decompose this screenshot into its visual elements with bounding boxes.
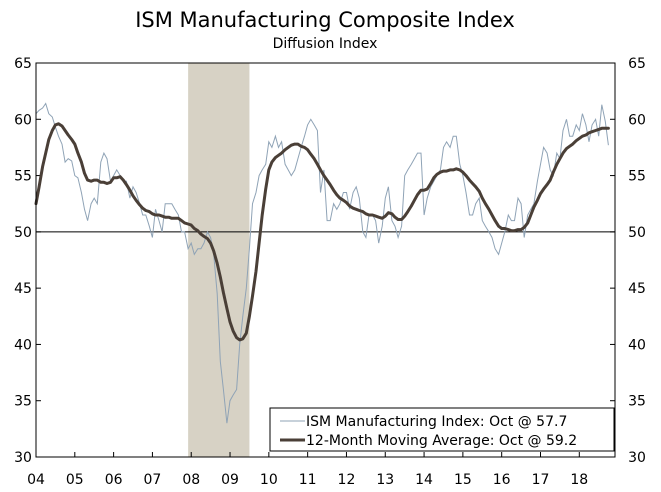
y-tick-label-right-55: 55 (628, 169, 646, 185)
x-tick-label-07: 07 (144, 472, 162, 488)
plot-frame (35, 62, 616, 458)
axis-ticks (35, 62, 615, 458)
y-tick-label-left-35: 35 (14, 394, 32, 410)
x-tick-label-17: 17 (532, 472, 550, 488)
x-tick-label-05: 05 (66, 472, 84, 488)
y-tick-label-left-55: 55 (14, 169, 32, 185)
x-tick-label-16: 16 (493, 472, 511, 488)
x-tick-label-09: 09 (221, 472, 239, 488)
x-tick-label-18: 18 (570, 472, 588, 488)
series-moving-average-line (34, 122, 610, 342)
x-tick-label-14: 14 (415, 472, 433, 488)
x-tick-label-12: 12 (338, 472, 356, 488)
x-tick-label-15: 15 (454, 472, 472, 488)
y-tick-label-right-65: 65 (628, 56, 646, 72)
y-tick-label-right-40: 40 (628, 337, 646, 353)
x-tick-label-13: 13 (376, 472, 394, 488)
y-tick-label-left-40: 40 (14, 337, 32, 353)
y-tick-label-right-45: 45 (628, 281, 646, 297)
y-tick-label-left-30: 30 (14, 450, 32, 466)
y-tick-label-left-45: 45 (14, 281, 32, 297)
x-tick-label-10: 10 (260, 472, 278, 488)
x-tick-label-08: 08 (182, 472, 200, 488)
x-tick-label-11: 11 (299, 472, 317, 488)
series-ism-line (35, 102, 609, 424)
x-tick-label-06: 06 (105, 472, 123, 488)
y-tick-label-left-65: 65 (14, 56, 32, 72)
recession-band (188, 63, 250, 457)
legend: ISM Manufacturing Index: Oct @ 57.7 12-M… (269, 407, 615, 452)
y-tick-label-right-50: 50 (628, 225, 646, 241)
y-tick-label-right-30: 30 (628, 450, 646, 466)
y-tick-label-right-35: 35 (628, 394, 646, 410)
chart-subtitle: Diffusion Index (273, 36, 378, 52)
legend-label-moving-average: 12-Month Moving Average: Oct @ 59.2 (306, 433, 577, 449)
y-tick-label-right-60: 60 (628, 112, 646, 128)
x-tick-label-04: 04 (27, 472, 45, 488)
y-tick-label-left-50: 50 (14, 225, 32, 241)
legend-label-ism: ISM Manufacturing Index: Oct @ 57.7 (306, 414, 567, 430)
y-tick-label-left-60: 60 (14, 112, 32, 128)
tick-labels: 30 30 35 35 40 40 45 45 50 50 55 55 60 60 65 65 04 05 06 07… (14, 56, 646, 488)
chart-title: ISM Manufacturing Composite Index (135, 8, 515, 32)
legend-box (269, 407, 615, 452)
